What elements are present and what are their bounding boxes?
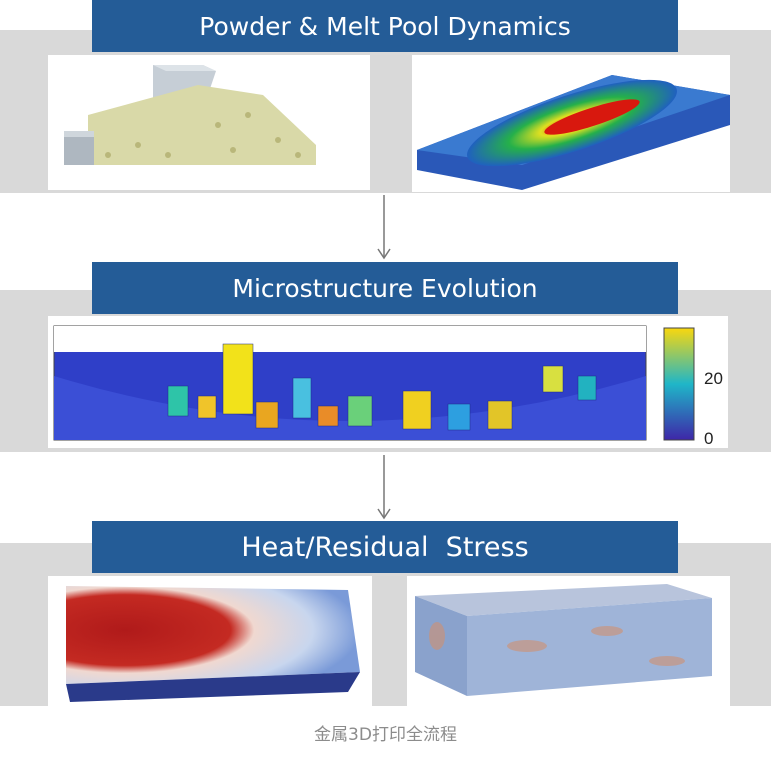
stress-image (407, 576, 730, 706)
powder-image (48, 55, 370, 190)
arrow (377, 195, 391, 260)
melt-pool-image (412, 55, 730, 192)
microstructure-image: 20 0 (48, 316, 728, 448)
heat-image (48, 576, 372, 706)
section-title: Powder & Melt Pool Dynamics (92, 0, 678, 52)
caption: 金属3D打印全流程 (314, 725, 457, 745)
section-title: Microstructure Evolution (92, 262, 678, 314)
arrow (377, 455, 391, 520)
colorbar-label: 0 (704, 429, 713, 448)
section-title: Heat/Residual Stress (92, 521, 678, 573)
colorbar-label: 20 (704, 369, 723, 388)
